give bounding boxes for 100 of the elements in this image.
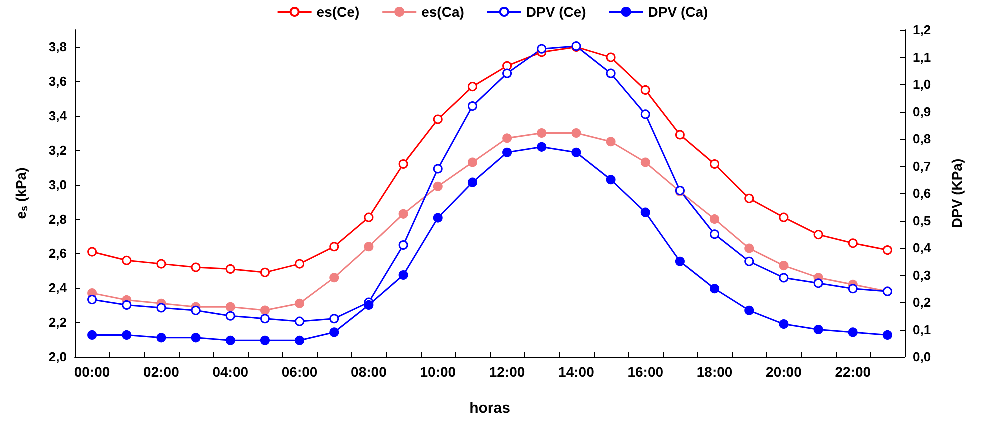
point bbox=[710, 159, 720, 169]
x-tick-label: 06:00 bbox=[282, 364, 318, 380]
point bbox=[640, 85, 650, 95]
point bbox=[814, 325, 824, 334]
point bbox=[295, 259, 305, 269]
y2-tick-label: 0,6 bbox=[913, 186, 932, 201]
point bbox=[814, 230, 824, 240]
x-tick-label: 00:00 bbox=[74, 364, 110, 380]
point bbox=[675, 256, 685, 266]
point bbox=[191, 262, 201, 272]
y-tick-label: 2,8 bbox=[48, 212, 67, 227]
x-tick-label: 22:00 bbox=[835, 364, 872, 380]
point bbox=[364, 212, 374, 222]
y2-tick-label: 0,8 bbox=[913, 132, 932, 146]
point bbox=[744, 256, 754, 266]
y2-tick-label: 1,2 bbox=[913, 22, 932, 38]
point bbox=[606, 175, 616, 185]
point bbox=[226, 264, 236, 274]
point bbox=[122, 300, 132, 310]
y2-tick-label: 0,5 bbox=[913, 213, 932, 228]
y2-tick-label: 1,1 bbox=[913, 50, 932, 65]
point bbox=[433, 213, 443, 223]
point bbox=[330, 328, 340, 338]
point bbox=[468, 178, 478, 188]
point bbox=[882, 330, 892, 340]
y-tick-label: 3,4 bbox=[48, 108, 68, 124]
point bbox=[744, 194, 754, 204]
point bbox=[744, 244, 754, 254]
y2-tick-label: 0,7 bbox=[913, 158, 932, 174]
point bbox=[606, 52, 616, 62]
point bbox=[88, 247, 98, 257]
point bbox=[779, 273, 789, 283]
point bbox=[398, 209, 408, 219]
y-tick-label: 2,6 bbox=[48, 246, 67, 262]
point bbox=[675, 130, 685, 140]
point bbox=[779, 320, 789, 330]
point bbox=[848, 238, 858, 248]
y-tick-label: 3,8 bbox=[48, 40, 67, 55]
y2-tick-label: 1,0 bbox=[913, 77, 932, 92]
point bbox=[191, 333, 201, 343]
y-tick-label: 3,2 bbox=[48, 142, 67, 158]
point bbox=[468, 82, 478, 92]
x-tick-label: 08:00 bbox=[351, 364, 388, 380]
point bbox=[537, 128, 547, 138]
point bbox=[260, 336, 270, 346]
legend-label: es(Ca) bbox=[422, 4, 464, 20]
point bbox=[502, 61, 512, 71]
point bbox=[156, 333, 166, 343]
x-tick-label: 18:00 bbox=[696, 364, 733, 380]
point bbox=[502, 68, 512, 78]
point bbox=[537, 44, 547, 54]
y-tick-label: 2,4 bbox=[48, 280, 68, 296]
x-tick-label: 16:00 bbox=[628, 364, 664, 380]
y-axis-title: es (kPa) bbox=[13, 168, 30, 220]
point bbox=[364, 300, 374, 310]
legend-label: es(Ce) bbox=[316, 4, 360, 20]
y-tick-label: 2,2 bbox=[48, 315, 67, 330]
point bbox=[295, 336, 305, 346]
y2-tick-label: 0,0 bbox=[913, 350, 932, 364]
point bbox=[330, 273, 340, 283]
y-tick-label: 3,0 bbox=[48, 177, 67, 192]
point bbox=[710, 214, 720, 224]
point bbox=[191, 306, 201, 316]
point bbox=[156, 259, 166, 269]
point bbox=[468, 158, 478, 168]
point bbox=[260, 314, 270, 324]
point bbox=[398, 270, 408, 280]
point bbox=[330, 314, 340, 324]
legend-label: DPV (Ca) bbox=[648, 4, 708, 20]
x-tick-label: 12:00 bbox=[489, 364, 526, 380]
point bbox=[537, 142, 547, 152]
x-axis-title: horas bbox=[470, 400, 510, 417]
y2-tick-label: 0,9 bbox=[913, 104, 932, 120]
x-tick-label: 02:00 bbox=[144, 364, 180, 380]
point bbox=[122, 330, 132, 340]
x-tick-label: 14:00 bbox=[558, 364, 595, 380]
point bbox=[364, 242, 374, 252]
point bbox=[433, 164, 443, 174]
point bbox=[122, 256, 132, 266]
point bbox=[295, 316, 305, 326]
point bbox=[640, 158, 650, 168]
point bbox=[882, 246, 892, 256]
point bbox=[88, 295, 98, 305]
point bbox=[779, 212, 789, 222]
x-tick-label: 04:00 bbox=[212, 364, 249, 380]
point bbox=[779, 261, 789, 271]
legend-label: DPV (Ce) bbox=[526, 4, 586, 20]
point bbox=[744, 306, 754, 316]
y-tick-label: 3,6 bbox=[48, 74, 67, 90]
point bbox=[572, 128, 582, 138]
y2-tick-label: 0,1 bbox=[913, 322, 932, 338]
point bbox=[502, 134, 512, 144]
point bbox=[572, 148, 582, 158]
point bbox=[88, 330, 98, 340]
x-tick-label: 10:00 bbox=[420, 364, 456, 380]
y2-tick-label: 0,4 bbox=[913, 240, 932, 256]
point bbox=[640, 208, 650, 218]
point bbox=[156, 303, 166, 313]
point bbox=[226, 311, 236, 321]
point bbox=[330, 242, 340, 252]
